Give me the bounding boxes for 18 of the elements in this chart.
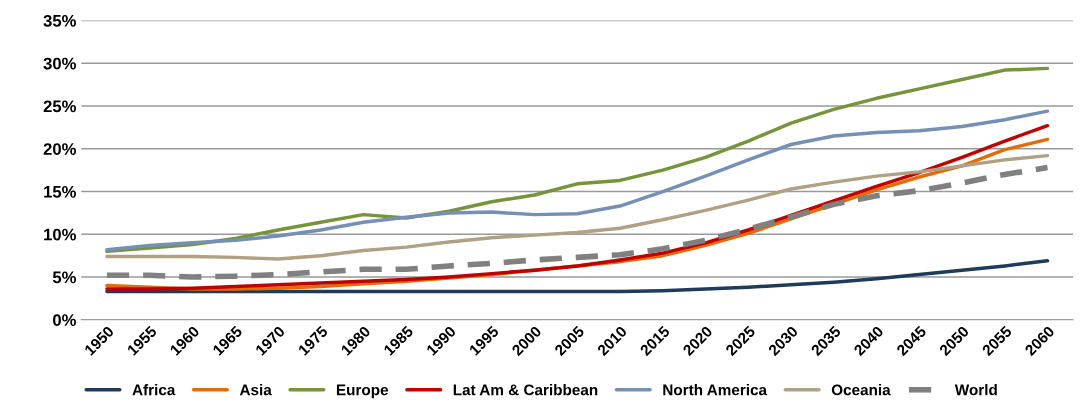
line-series [105,259,1050,294]
legend-label: Asia [239,384,272,396]
y-tick-label: 0% [53,314,76,326]
legend-label: World [954,384,997,396]
legend-label: Europe [336,384,389,399]
y-tick-label: 35% [43,14,76,27]
y-tick-label: 15% [44,185,76,198]
y-tick-label: 10% [44,228,76,241]
y-tick-label: 25% [43,100,76,113]
y-tick-label: 20% [43,143,76,155]
line-series [105,109,1050,252]
legend-label: Africa [132,384,176,396]
legend-label: Lat Am & Caribbean [453,384,598,396]
y-tick-label: 5% [52,271,76,284]
legend-label: North America [663,384,768,396]
line-series [105,153,1050,261]
y-tick-label: 30% [43,57,76,70]
legend-label: Oceania [831,384,891,396]
